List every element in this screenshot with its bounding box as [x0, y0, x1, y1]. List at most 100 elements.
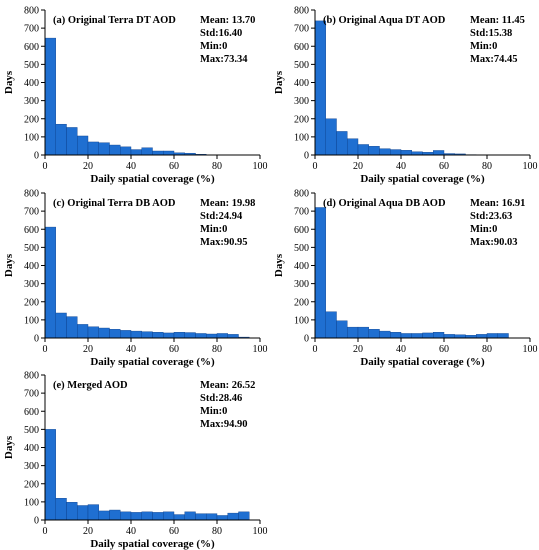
y-tick-label: 0 — [34, 151, 39, 162]
x-axis-label: Daily spatial coverage (%) — [90, 173, 215, 185]
histogram-bar — [120, 511, 132, 521]
histogram-bar — [87, 141, 99, 156]
x-tick-label: 0 — [43, 526, 48, 537]
y-tick-label: 600 — [24, 225, 39, 236]
stat-line: Mean: 11.45 — [470, 15, 525, 26]
histogram-bar — [433, 331, 445, 339]
x-tick-label: 60 — [439, 344, 449, 355]
histogram-bar — [55, 498, 67, 521]
histogram-bar — [476, 334, 488, 339]
x-axis-label: Daily spatial coverage (%) — [360, 356, 485, 368]
stat-line: Std:24.94 — [200, 211, 243, 222]
x-tick-label: 0 — [313, 161, 318, 172]
panel-d: 0 100 200 300 400 500 600 700 800 0 20 40 60 80 100 Dai… — [270, 183, 539, 369]
y-tick-label: 800 — [24, 371, 39, 382]
y-tick-label: 100 — [294, 315, 309, 326]
x-tick-label: 20 — [353, 161, 363, 172]
y-tick-label: 600 — [294, 225, 309, 236]
y-tick-label: 100 — [294, 132, 309, 143]
stat-line: Min:0 — [470, 224, 497, 235]
histogram-bar — [336, 320, 348, 339]
y-tick-label: 100 — [24, 132, 39, 143]
y-tick-label: 0 — [34, 334, 39, 345]
stat-line: Std:15.38 — [470, 28, 512, 39]
y-tick-label: 600 — [294, 42, 309, 53]
y-tick-label: 500 — [294, 60, 309, 71]
histogram-bar — [120, 146, 132, 156]
histogram-bar — [173, 331, 185, 339]
histogram-bar — [368, 146, 380, 156]
histogram-bar — [77, 135, 89, 156]
histogram-bar — [163, 511, 175, 521]
stat-line: Mean: 16.91 — [470, 198, 525, 209]
histogram-bar — [163, 150, 175, 156]
y-tick-label: 100 — [24, 497, 39, 508]
histogram-bar — [325, 311, 337, 339]
histogram-bar — [152, 512, 164, 521]
x-tick-label: 20 — [353, 344, 363, 355]
stat-line: Std:23.63 — [470, 211, 512, 222]
histogram-bar — [173, 514, 185, 521]
y-tick-label: 0 — [304, 151, 309, 162]
histogram-bar — [55, 123, 67, 156]
histogram-bar — [44, 429, 56, 521]
histogram-bar — [400, 150, 412, 156]
histogram-bar — [44, 37, 56, 156]
x-tick-label: 20 — [83, 344, 93, 355]
histogram-bar — [411, 333, 423, 339]
x-tick-label: 100 — [523, 161, 538, 172]
histogram-bar — [98, 327, 110, 339]
y-tick-label: 200 — [294, 297, 309, 308]
histogram-bar — [87, 504, 99, 521]
histogram-bar — [184, 511, 196, 521]
histogram-bar — [379, 148, 391, 156]
x-tick-label: 40 — [396, 161, 406, 172]
histogram-bar — [390, 331, 402, 339]
x-tick-label: 60 — [169, 161, 179, 172]
histogram-c: 0 100 200 300 400 500 600 700 800 0 20 40 60 80 100 Dai… — [3, 189, 268, 369]
stat-line: Min:0 — [200, 224, 227, 235]
histogram-bar — [77, 324, 89, 339]
histogram-bar — [379, 330, 391, 339]
x-tick-label: 40 — [126, 161, 136, 172]
y-tick-label: 500 — [24, 60, 39, 71]
x-tick-label: 80 — [212, 526, 222, 537]
y-tick-label: 400 — [294, 78, 309, 89]
x-tick-label: 20 — [83, 526, 93, 537]
y-tick-label: 100 — [24, 315, 39, 326]
histogram-bar — [347, 138, 359, 156]
x-tick-label: 40 — [126, 344, 136, 355]
histogram-bar — [227, 334, 239, 339]
histogram-bar — [98, 510, 110, 521]
y-tick-label: 300 — [294, 279, 309, 290]
stat-line: Min:0 — [470, 41, 497, 52]
histogram-b: 0 100 200 300 400 500 600 700 800 0 20 40 60 80 100 Dai… — [273, 6, 538, 186]
y-axis-label: Days — [3, 435, 15, 459]
histogram-bar — [130, 330, 142, 339]
x-tick-label: 80 — [212, 161, 222, 172]
panel-b: 0 100 200 300 400 500 600 700 800 0 20 40 60 80 100 Dai… — [270, 0, 539, 186]
histogram-bar — [130, 512, 142, 521]
histogram-bar — [314, 20, 326, 156]
histogram-d: 0 100 200 300 400 500 600 700 800 0 20 40 60 80 100 Dai… — [273, 189, 538, 369]
stat-line: Mean: 13.70 — [200, 15, 255, 26]
histogram-bar — [206, 333, 218, 339]
y-tick-label: 400 — [24, 443, 39, 454]
panel-title: (e) Merged AOD — [53, 380, 128, 391]
histogram-bar — [390, 149, 402, 156]
histogram-bar — [141, 147, 153, 156]
x-tick-label: 100 — [523, 344, 538, 355]
stat-line: Max:94.90 — [200, 419, 248, 430]
y-tick-label: 700 — [24, 24, 39, 35]
panel-title: (b) Original Aqua DT AOD — [323, 15, 446, 26]
y-tick-label: 400 — [24, 78, 39, 89]
stat-line: Mean: 19.98 — [200, 198, 255, 209]
histogram-bar — [66, 127, 78, 156]
histogram-bar — [443, 334, 455, 339]
histogram-bar — [66, 316, 78, 339]
panel-title: (c) Original Terra DB AOD — [53, 198, 176, 209]
histogram-bar — [152, 331, 164, 339]
histogram-bar — [141, 331, 153, 339]
y-tick-label: 200 — [24, 114, 39, 125]
